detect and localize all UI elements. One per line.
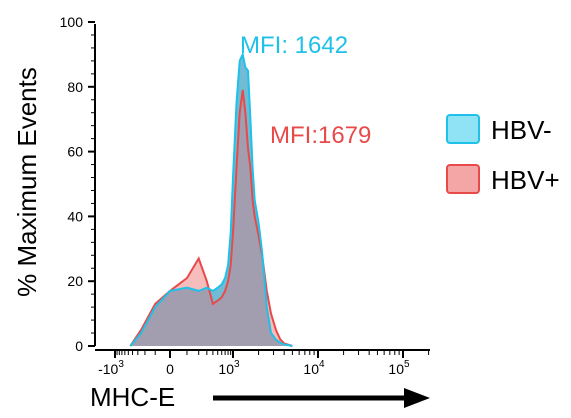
axis-ticks: 0 20 40 60 80 100 -103 0 103 104 105 <box>60 14 430 377</box>
x-axis-arrow <box>213 388 430 408</box>
x-tick-label: 103 <box>218 359 240 377</box>
area-overlap-hbv-neg <box>130 54 293 347</box>
x-tick-label: -103 <box>98 359 124 377</box>
legend-item-hbv-neg: HBV- <box>446 114 552 145</box>
legend-swatch-hbv-neg <box>446 114 480 144</box>
y-tick-label: 80 <box>67 79 83 95</box>
x-tick-label: 0 <box>166 361 174 377</box>
legend-label-hbv-pos: HBV+ <box>491 165 560 195</box>
area-hbv-pos <box>130 90 293 346</box>
y-tick-label: 20 <box>67 273 83 289</box>
y-tick-label: 0 <box>75 338 83 354</box>
mfi-label-hbv-neg: MFI: 1642 <box>240 32 348 59</box>
histogram-areas <box>129 51 293 347</box>
line-hbv-neg <box>129 51 293 347</box>
legend-item-hbv-pos: HBV+ <box>446 164 560 195</box>
y-tick-label: 40 <box>67 208 83 224</box>
legend: HBV- HBV+ <box>446 114 560 195</box>
legend-label-hbv-neg: HBV- <box>491 115 552 145</box>
legend-swatch-hbv-pos <box>446 164 480 194</box>
y-tick-label: 60 <box>67 144 83 160</box>
x-tick-label: 105 <box>388 359 410 377</box>
x-tick-label: 104 <box>303 359 325 377</box>
mfi-label-hbv-pos: MFI:1679 <box>270 122 371 149</box>
x-axis-label: MHC-E <box>90 382 175 412</box>
line-hbv-pos <box>129 89 293 347</box>
axes <box>94 24 430 351</box>
y-axis-label: % Maximum Events <box>12 67 42 297</box>
y-tick-label: 100 <box>60 14 84 30</box>
